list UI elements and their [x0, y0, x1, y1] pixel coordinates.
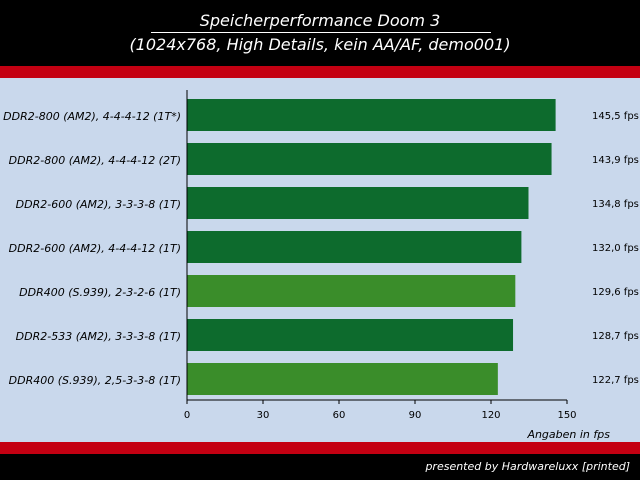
bar-chart: DDR2-800 (AM2), 4-4-4-12 (1T*) 145,5 fps D… [3, 90, 639, 441]
data-label: 134,8 fps [592, 199, 639, 210]
data-label: 132,0 fps [592, 243, 639, 254]
bar [187, 143, 552, 175]
x-tick-label: 90 [409, 410, 422, 421]
red-stripe-bottom [0, 442, 640, 454]
category-label: DDR2-533 (AM2), 3-3-3-8 (1T) [16, 330, 181, 343]
category-label: DDR2-600 (AM2), 4-4-4-12 (1T) [9, 242, 181, 255]
title-underline [151, 32, 491, 33]
chart-subtitle: (1024x768, High Details, kein AA/AF, dem… [129, 35, 511, 54]
x-tick-label: 120 [481, 410, 500, 421]
bar [187, 363, 498, 395]
chart-title: Speicherperformance Doom 3 [199, 11, 441, 30]
category-label: DDR2-600 (AM2), 3-3-3-8 (1T) [16, 198, 181, 211]
bar [187, 187, 529, 219]
plot-area: DDR2-800 (AM2), 4-4-4-12 (1T*) 145,5 fps D… [0, 78, 640, 442]
footer-credit: presented by Hardwareluxx [printed] [425, 460, 630, 473]
x-tick-label: 150 [557, 410, 576, 421]
bar [187, 231, 522, 263]
red-stripe-top [0, 66, 640, 78]
data-label: 145,5 fps [592, 111, 639, 122]
bar [187, 99, 556, 131]
chart-header: Speicherperformance Doom 3 (1024x768, Hi… [0, 0, 640, 66]
bar [187, 319, 514, 351]
chart-footer: presented by Hardwareluxx [printed] [0, 454, 640, 480]
category-label: DDR400 (S.939), 2,5-3-3-8 (1T) [9, 374, 181, 387]
data-label: 129,6 fps [592, 287, 639, 298]
data-label: 128,7 fps [592, 331, 639, 342]
data-label: 143,9 fps [592, 155, 639, 166]
x-tick-label: 0 [184, 410, 190, 421]
category-label: DDR2-800 (AM2), 4-4-4-12 (1T*) [3, 110, 181, 123]
category-label: DDR2-800 (AM2), 4-4-4-12 (2T) [9, 154, 181, 167]
x-tick-label: 60 [333, 410, 346, 421]
x-tick-label: 30 [257, 410, 270, 421]
category-label: DDR400 (S.939), 2-3-2-6 (1T) [19, 286, 181, 299]
x-axis-label: Angaben in fps [526, 428, 610, 441]
data-label: 122,7 fps [592, 375, 639, 386]
bar [187, 275, 516, 307]
